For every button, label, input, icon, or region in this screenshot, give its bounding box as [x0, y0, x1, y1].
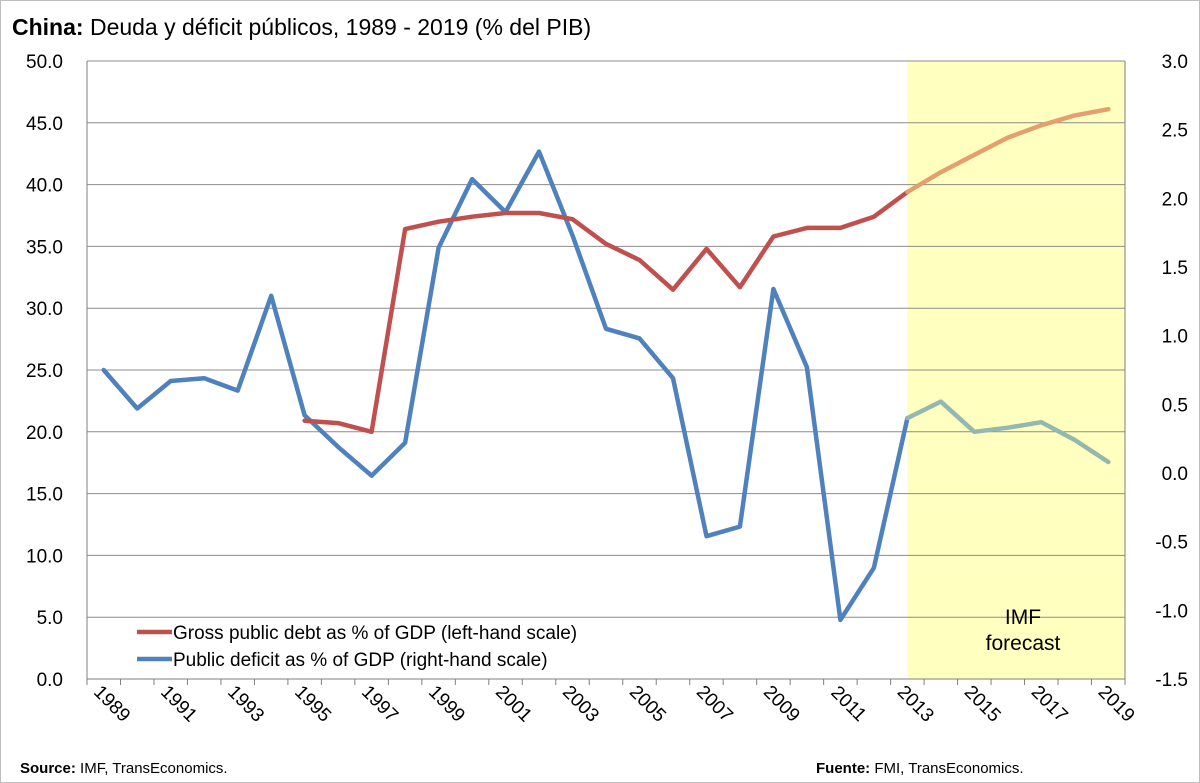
x-tick-label: 2003: [558, 682, 603, 727]
left-tick-label: 50.0: [26, 52, 63, 73]
legend-label: Public deficit as % of GDP (right-hand s…: [173, 650, 548, 671]
left-tick-label: 35.0: [26, 237, 63, 258]
chart-title: China: Deuda y déficit públicos, 1989 - …: [12, 14, 591, 41]
right-tick-label: 0.5: [1162, 395, 1188, 416]
left-tick-label: 20.0: [26, 423, 63, 444]
right-tick-label: -1.5: [1155, 670, 1188, 691]
fuente-label: Fuente:: [816, 760, 871, 777]
forecast-label: IMF: [1005, 606, 1041, 629]
x-tick-label: 2019: [1094, 682, 1139, 727]
debt-series-forecast-line: [905, 106, 1111, 195]
right-tick-label: -1.0: [1155, 601, 1188, 622]
forecast-label: forecast: [986, 632, 1061, 655]
x-tick-label: 2017: [1027, 682, 1072, 727]
left-tick-label: 10.0: [26, 546, 63, 567]
deficit-series-line: [101, 149, 910, 623]
source-text: IMF, TransEconomics.: [75, 760, 228, 777]
left-tick-label: 15.0: [26, 485, 63, 506]
chart-title-text: Deuda y déficit públicos, 1989 - 2019 (%…: [83, 14, 592, 40]
chart-title-bold: China:: [12, 14, 84, 40]
left-tick-label: 30.0: [26, 299, 63, 320]
legend-label: Gross public debt as % of GDP (left-hand…: [173, 623, 577, 644]
x-tick-label: 2001: [491, 682, 536, 727]
x-tick-label: 1989: [89, 682, 134, 727]
source-note: Source: IMF, TransEconomics.: [20, 760, 228, 777]
left-tick-label: 0.0: [37, 670, 63, 691]
x-tick-label: 1997: [357, 682, 402, 727]
right-tick-label: -0.5: [1155, 533, 1188, 554]
right-tick-label: 3.0: [1162, 52, 1188, 73]
deficit-series-forecast-line: [905, 399, 1111, 465]
right-tick-label: 2.5: [1162, 121, 1188, 142]
left-tick-label: 25.0: [26, 361, 63, 382]
fuente-text: FMI, TransEconomics.: [870, 760, 1024, 777]
debt-series-line: [302, 189, 910, 435]
right-tick-label: 1.5: [1162, 258, 1188, 279]
x-tick-label: 2015: [960, 682, 1005, 727]
right-tick-label: 2.0: [1162, 189, 1188, 210]
x-tick-label: 2005: [625, 682, 670, 727]
x-tick-label: 2007: [692, 682, 737, 727]
left-tick-label: 40.0: [26, 176, 63, 197]
left-tick-label: 45.0: [26, 114, 63, 135]
right-tick-label: 1.0: [1162, 327, 1188, 348]
x-tick-label: 2013: [893, 682, 938, 727]
x-tick-label: 1995: [290, 682, 335, 727]
left-tick-label: 5.0: [37, 608, 63, 629]
source-label: Source:: [20, 760, 76, 777]
right-tick-label: 0.0: [1162, 464, 1188, 485]
x-tick-label: 1991: [156, 682, 201, 727]
x-tick-label: 2009: [759, 682, 804, 727]
fuente-note: Fuente: FMI, TransEconomics.: [816, 760, 1024, 777]
x-tick-label: 2011: [826, 682, 870, 726]
x-tick-label: 1999: [424, 682, 469, 727]
x-tick-label: 1993: [223, 682, 268, 727]
